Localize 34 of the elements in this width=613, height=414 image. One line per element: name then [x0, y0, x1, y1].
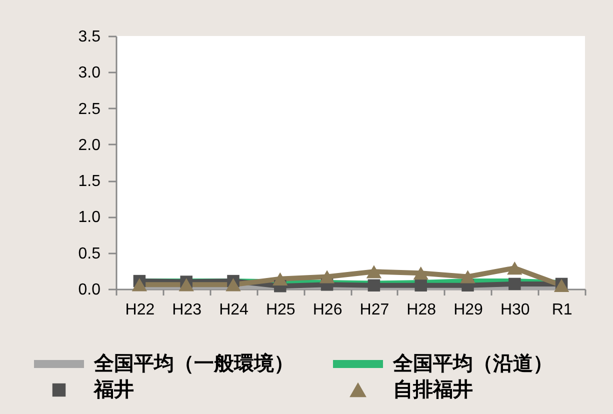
y-tick-label: 2.5: [78, 100, 101, 118]
point: [272, 272, 288, 286]
x-tick-label: H26: [312, 302, 342, 318]
point: [368, 279, 380, 292]
point: [178, 278, 194, 292]
y-tick-label: 2.0: [78, 136, 101, 154]
y-tick-label: 3.5: [78, 28, 101, 46]
y-tick-label: 0.5: [78, 245, 101, 262]
point: [508, 278, 521, 290]
x-tick-label: R1: [552, 302, 572, 318]
point: [132, 278, 148, 292]
x-tick-label: H25: [266, 302, 296, 318]
legend-label: 全国平均（沿道）: [392, 353, 553, 375]
y-tick-label: 0.0: [78, 282, 101, 298]
point: [413, 266, 428, 280]
x-tick-label: H22: [125, 302, 155, 318]
point: [414, 279, 427, 292]
point: [319, 270, 335, 284]
x-tick-label: H28: [406, 302, 436, 318]
x-tick-label: H23: [172, 302, 202, 318]
y-tick-label: 1.5: [78, 173, 101, 190]
legend-label: 福井: [93, 378, 134, 401]
legend-label: 全国平均（一般環境）: [93, 352, 294, 375]
point: [226, 278, 241, 292]
x-tick-label: H24: [219, 302, 249, 318]
point: [460, 270, 476, 284]
x-tick-label: H30: [500, 302, 530, 318]
point: [507, 261, 522, 275]
y-tick-label: 1.0: [78, 209, 101, 226]
x-tick-label: H29: [454, 302, 484, 318]
y-tick-label: 3.0: [78, 64, 101, 82]
legend-label: 自排福井: [393, 378, 473, 401]
point: [366, 265, 382, 278]
x-tick-label: H27: [360, 302, 390, 318]
